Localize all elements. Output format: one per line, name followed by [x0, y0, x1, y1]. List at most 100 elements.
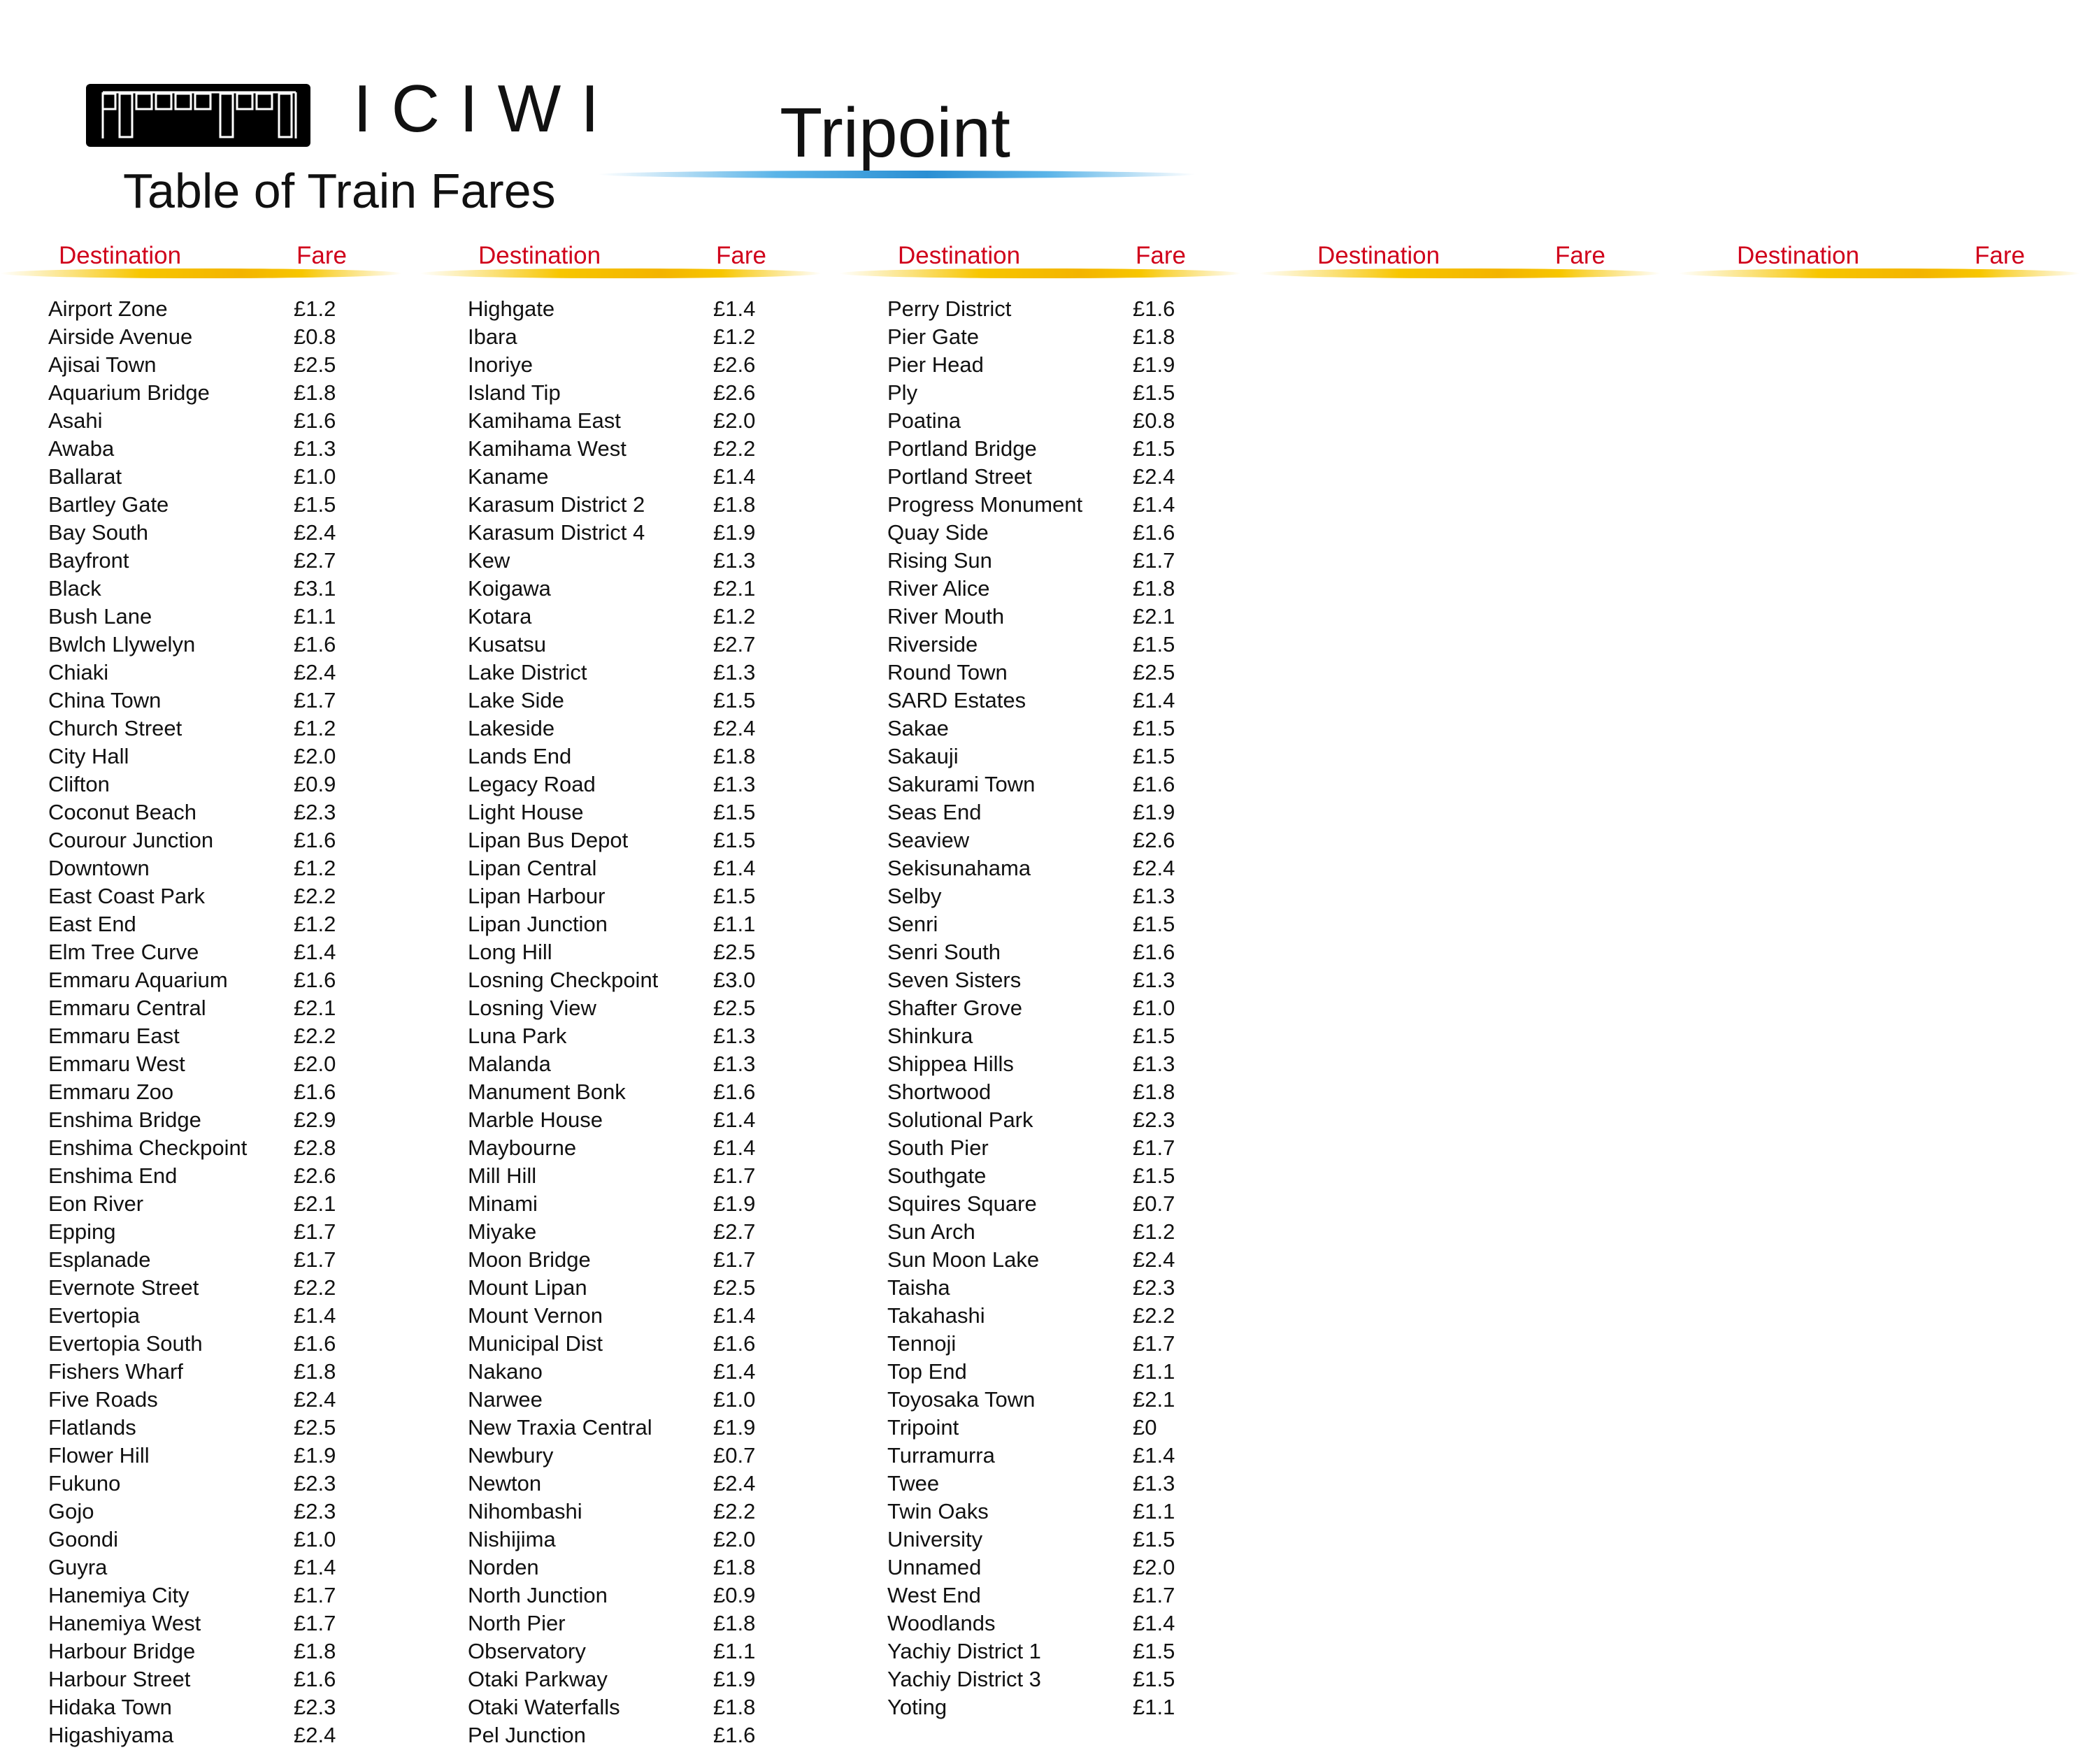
fare-row: Karasum District 4 £1.9 [420, 519, 839, 547]
destination-name: Shafter Grove [887, 994, 1022, 1022]
fare-value: £1.8 [1133, 1078, 1175, 1106]
destination-name: Evernote Street [48, 1274, 199, 1302]
fare-row: Shippea Hills £1.3 [839, 1050, 1259, 1078]
fare-row: Airport Zone £1.2 [0, 295, 420, 323]
destination-name: Black [48, 575, 101, 603]
fare-value: £0.9 [294, 770, 336, 798]
fare-row: Inoriye £2.6 [420, 351, 839, 379]
fare-rows: Highgate £1.4 Ibara £1.2 Inoriye £2.6 Island T… [420, 295, 839, 1749]
destination-name: Legacy Road [468, 770, 596, 798]
fare-row: Otaki Waterfalls £1.8 [420, 1693, 839, 1721]
destination-name: Ajisai Town [48, 351, 157, 379]
column-header: Destination Fare [1259, 243, 1678, 271]
destination-name: Flatlands [48, 1414, 136, 1442]
destination-name: Sun Arch [887, 1218, 975, 1246]
destination-name: Woodlands [887, 1609, 996, 1637]
destination-name: Highgate [468, 295, 554, 323]
destination-name: Awaba [48, 435, 114, 463]
destination-name: Marble House [468, 1106, 603, 1134]
destination-name: Narwee [468, 1386, 543, 1414]
fare-row: Rising Sun £1.7 [839, 547, 1259, 575]
destination-name: Higashiyama [48, 1721, 173, 1749]
destination-header: Destination [59, 243, 181, 268]
destination-name: University [887, 1526, 982, 1554]
fare-rows: Perry District £1.6 Pier Gate £1.8 Pier Head… [839, 295, 1259, 1721]
fare-row: Kusatsu £2.7 [420, 631, 839, 659]
fare-value: £1.6 [294, 1665, 336, 1693]
fare-row: Kotara £1.2 [420, 603, 839, 631]
fare-row: Long Hill £2.5 [420, 938, 839, 966]
fare-value: £1.5 [1133, 1162, 1175, 1190]
fare-value: £1.5 [1133, 1637, 1175, 1665]
destination-name: Hidaka Town [48, 1693, 172, 1721]
destination-name: Otaki Waterfalls [468, 1693, 620, 1721]
fare-value: £1.6 [1133, 770, 1175, 798]
fare-value: £2.5 [294, 351, 336, 379]
fare-column-4: Destination Fare [1259, 243, 1678, 1754]
fare-value: £0 [1133, 1414, 1157, 1442]
column-header: Destination Fare [839, 243, 1259, 271]
fare-row: Shafter Grove £1.0 [839, 994, 1259, 1022]
fare-value: £2.8 [294, 1134, 336, 1162]
fare-row: North Junction £0.9 [420, 1582, 839, 1609]
fare-value: £1.8 [713, 1693, 755, 1721]
fare-value: £2.3 [294, 1498, 336, 1526]
fare-value: £1.4 [1133, 1609, 1175, 1637]
fare-value: £1.8 [713, 491, 755, 519]
fare-row: Manument Bonk £1.6 [420, 1078, 839, 1106]
fare-value: £1.4 [713, 854, 755, 882]
destination-name: Twin Oaks [887, 1498, 989, 1526]
fare-value: £1.6 [1133, 295, 1175, 323]
fare-row: Senri South £1.6 [839, 938, 1259, 966]
fare-row: Clifton £0.9 [0, 770, 420, 798]
fare-value: £1.7 [1133, 1330, 1175, 1358]
fare-row: Enshima Checkpoint £2.8 [0, 1134, 420, 1162]
fare-row: Five Roads £2.4 [0, 1386, 420, 1414]
fare-value: £2.9 [294, 1106, 336, 1134]
destination-name: Fukuno [48, 1470, 120, 1498]
destination-name: Selby [887, 882, 942, 910]
fare-value: £1.5 [1133, 1022, 1175, 1050]
fare-row: Sakurami Town £1.6 [839, 770, 1259, 798]
fare-value: £2.1 [294, 994, 336, 1022]
fare-value: £1.2 [713, 603, 755, 631]
fare-row: Harbour Bridge £1.8 [0, 1637, 420, 1665]
fare-row: Turramurra £1.4 [839, 1442, 1259, 1470]
fare-value: £1.1 [294, 603, 336, 631]
destination-name: Ballarat [48, 463, 122, 491]
fare-row: Mount Lipan £2.5 [420, 1274, 839, 1302]
fare-value: £1.4 [294, 1554, 336, 1582]
fare-value: £2.6 [713, 379, 755, 407]
destination-name: Pier Gate [887, 323, 979, 351]
train-car-icon [86, 84, 310, 147]
destination-name: Kotara [468, 603, 531, 631]
header-underline [839, 268, 1241, 278]
destination-name: Losning View [468, 994, 596, 1022]
fare-value: £1.1 [1133, 1358, 1175, 1386]
fare-row: Municipal Dist £1.6 [420, 1330, 839, 1358]
fare-row: Evertopia £1.4 [0, 1302, 420, 1330]
fare-row: Maybourne £1.4 [420, 1134, 839, 1162]
fare-row: Esplanade £1.7 [0, 1246, 420, 1274]
fare-value: £1.3 [1133, 882, 1175, 910]
destination-name: River Mouth [887, 603, 1004, 631]
fare-value: £1.5 [1133, 379, 1175, 407]
fare-row: Lipan Central £1.4 [420, 854, 839, 882]
destination-name: Unnamed [887, 1554, 981, 1582]
fare-value: £2.5 [713, 1274, 755, 1302]
fare-row: Evertopia South £1.6 [0, 1330, 420, 1358]
fare-row: South Pier £1.7 [839, 1134, 1259, 1162]
fare-row: Aquarium Bridge £1.8 [0, 379, 420, 407]
fare-value: £1.6 [713, 1078, 755, 1106]
station-underline [598, 171, 1196, 178]
fare-row: Solutional Park £2.3 [839, 1106, 1259, 1134]
fare-value: £2.5 [713, 994, 755, 1022]
fare-value: £2.1 [1133, 1386, 1175, 1414]
fare-row: Light House £1.5 [420, 798, 839, 826]
fare-row: Twin Oaks £1.1 [839, 1498, 1259, 1526]
fare-row: Luna Park £1.3 [420, 1022, 839, 1050]
fare-row: Hanemiya City £1.7 [0, 1582, 420, 1609]
fare-value: £2.0 [1133, 1554, 1175, 1582]
fare-row: Coconut Beach £2.3 [0, 798, 420, 826]
fare-value: £1.6 [713, 1721, 755, 1749]
